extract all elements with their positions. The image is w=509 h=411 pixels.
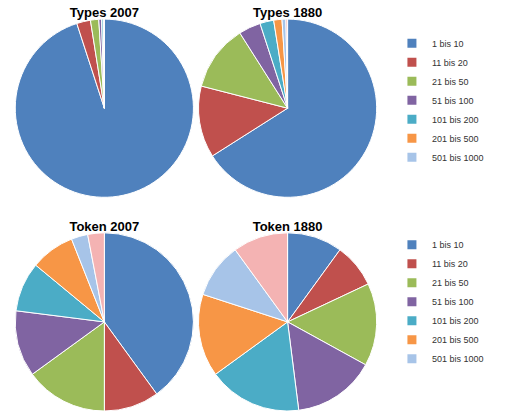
- svg-text:1 bis 10: 1 bis 10: [432, 39, 464, 49]
- svg-text:21 bis 50: 21 bis 50: [432, 77, 469, 87]
- svg-text:Token 1880: Token 1880: [253, 219, 323, 234]
- svg-text:Types 2007: Types 2007: [70, 5, 139, 20]
- svg-text:11 bis 20: 11 bis 20: [432, 259, 468, 269]
- svg-text:501 bis 1000: 501 bis 1000: [432, 153, 484, 163]
- svg-text:Types 1880: Types 1880: [253, 5, 322, 20]
- svg-text:Token 2007: Token 2007: [69, 219, 139, 234]
- svg-text:201 bis 500: 201 bis 500: [432, 134, 479, 144]
- svg-text:501 bis 1000: 501 bis 1000: [432, 354, 484, 364]
- svg-text:11 bis 20: 11 bis 20: [432, 58, 468, 68]
- svg-text:201 bis 500: 201 bis 500: [432, 335, 479, 345]
- svg-text:101 bis 200: 101 bis 200: [432, 316, 479, 326]
- svg-text:51 bis 100: 51 bis 100: [432, 96, 474, 106]
- svg-text:101 bis 200: 101 bis 200: [432, 115, 479, 125]
- svg-text:21 bis 50: 21 bis 50: [432, 278, 469, 288]
- svg-text:51 bis 100: 51 bis 100: [432, 297, 474, 307]
- svg-text:1 bis 10: 1 bis 10: [432, 240, 464, 250]
